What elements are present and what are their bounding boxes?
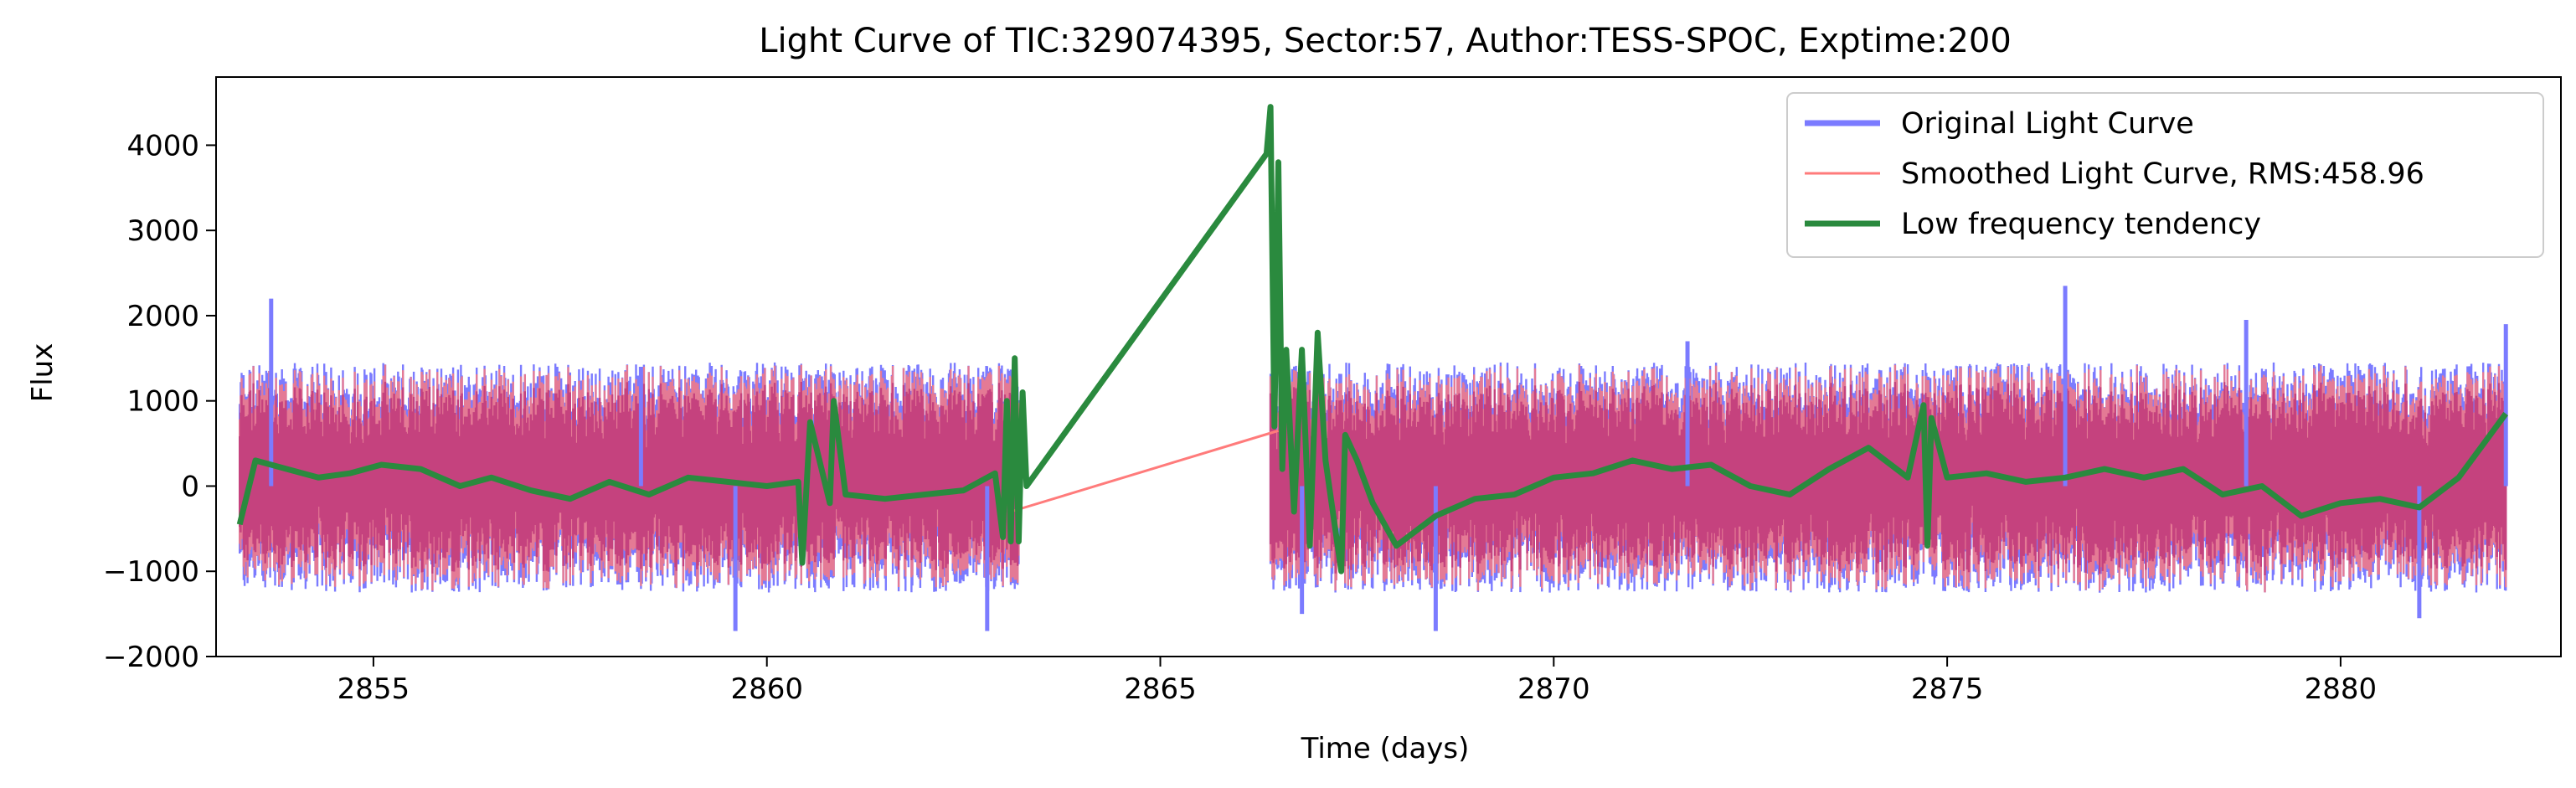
plot-area (236, 104, 2509, 631)
y-tick-label: 3000 (126, 214, 199, 248)
x-tick-label: 2855 (337, 672, 410, 706)
y-tick-label: 1000 (126, 385, 199, 419)
x-tick-label: 2870 (1517, 672, 1590, 706)
smoothed-light-curve-line (1010, 429, 1279, 513)
legend-label-smoothed: Smoothed Light Curve, RMS:458.96 (1901, 157, 2424, 191)
x-tick-label: 2880 (2305, 672, 2378, 706)
plot-frame (215, 76, 2562, 657)
x-axis: 2855 2860 2865 2870 2875 2880 (337, 657, 2378, 706)
low-frequency-tendency-line (236, 104, 2509, 574)
x-tick-label: 2860 (730, 672, 803, 706)
y-axis: −2000 −1000 0 1000 2000 3000 4000 (103, 129, 216, 674)
legend-label-trend: Low frequency tendency (1901, 208, 2261, 241)
legend-box (1786, 92, 2544, 258)
legend-label-original: Original Light Curve (1901, 107, 2194, 141)
y-tick-label: 0 (181, 470, 199, 503)
x-tick-label: 2865 (1124, 672, 1197, 706)
x-axis-label: Time (days) (1301, 732, 1470, 765)
y-tick-label: −1000 (103, 555, 199, 589)
x-tick-label: 2875 (1911, 672, 1984, 706)
y-tick-label: 4000 (126, 129, 199, 162)
y-tick-label: −2000 (103, 641, 199, 674)
y-tick-label: 2000 (126, 300, 199, 333)
legend: Original Light Curve Smoothed Light Curv… (1786, 92, 2544, 258)
y-axis-label: Flux (26, 343, 59, 403)
chart-title: Light Curve of TIC:329074395, Sector:57,… (759, 22, 2012, 60)
series-layer (236, 104, 2509, 574)
